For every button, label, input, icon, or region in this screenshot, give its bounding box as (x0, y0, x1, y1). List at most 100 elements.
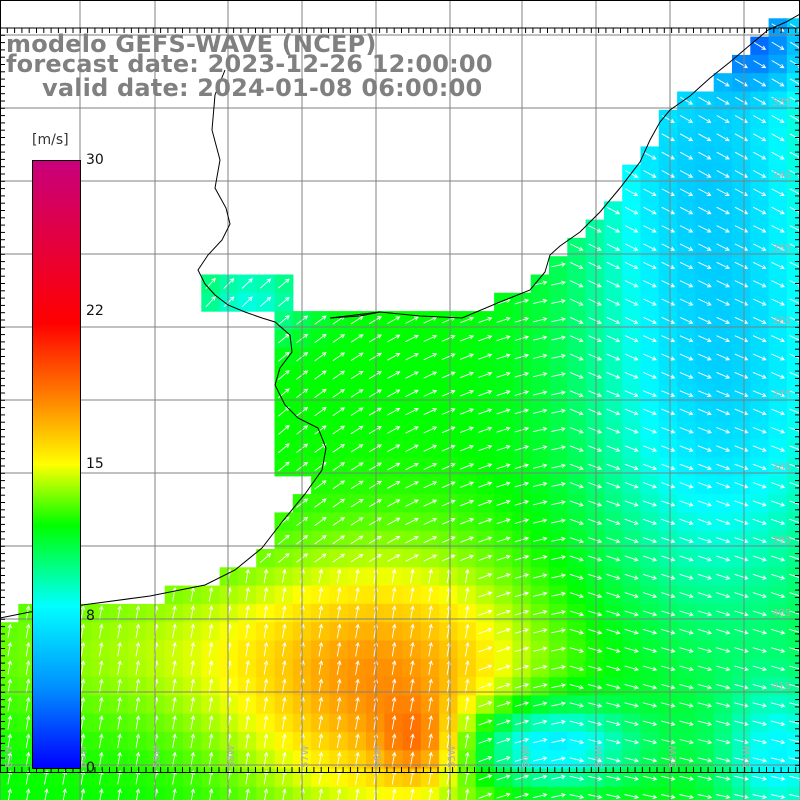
wind-arrow (569, 518, 584, 525)
wind-arrow (715, 794, 731, 800)
wind-arrow (428, 605, 433, 620)
wind-arrow (716, 78, 730, 87)
wind-arrow (551, 591, 566, 597)
wind-arrow (679, 537, 694, 544)
wind-cell (567, 786, 587, 800)
wind-arrow (314, 333, 327, 344)
latitude-label: 34S (772, 170, 791, 181)
wind-arrow (318, 733, 324, 749)
wind-arrow (624, 757, 640, 763)
wind-arrow (98, 623, 104, 639)
wind-arrow (496, 628, 511, 634)
wind-arrow (752, 298, 767, 306)
wind-arrow (752, 739, 768, 745)
wind-arrow (606, 518, 621, 525)
wind-arrow (478, 353, 493, 360)
wind-arrow (734, 445, 749, 452)
wind-arrow (697, 702, 713, 708)
wind-arrow (190, 641, 196, 657)
wind-arrow (551, 317, 566, 323)
wind-arrow (410, 678, 415, 694)
wind-arrow (405, 353, 419, 361)
wind-arrow (734, 115, 749, 123)
wind-arrow (569, 665, 585, 672)
wind-arrow (789, 665, 800, 672)
wind-arrow (172, 623, 177, 639)
wind-arrow (387, 517, 401, 526)
wind-arrow (588, 225, 602, 233)
wind-arrow (25, 605, 31, 620)
wind-arrow (410, 733, 415, 749)
wind-arrow (770, 647, 786, 653)
wind-arrow (259, 278, 272, 289)
wind-arrow (716, 243, 730, 251)
wind-arrows (7, 23, 800, 800)
wind-arrow (624, 683, 640, 690)
wind-arrow (771, 353, 786, 361)
wind-arrow (551, 756, 566, 762)
wind-arrow (624, 298, 639, 306)
wind-arrow (496, 426, 511, 433)
wind-arrow (355, 788, 360, 800)
wind-arrow (190, 696, 196, 712)
wind-cell (786, 420, 800, 440)
wind-arrow (532, 756, 548, 762)
wind-cell (786, 256, 800, 276)
wind-arrow (679, 573, 694, 580)
wind-arrow (716, 206, 730, 215)
wind-cell (786, 109, 800, 129)
wind-arrow (716, 353, 731, 361)
wind-arrow (770, 610, 786, 617)
wind-arrow (679, 592, 694, 599)
wind-arrow (428, 733, 433, 749)
wind-arrow (734, 628, 749, 635)
latitude-label: 35S (772, 243, 791, 254)
wind-arrow (459, 499, 475, 507)
wind-arrow (642, 775, 658, 781)
wind-arrow (643, 316, 657, 324)
wind-arrow (532, 683, 548, 689)
wind-arrow (391, 586, 397, 602)
wind-arrow (314, 425, 327, 435)
wind-arrow (441, 408, 456, 415)
wind-arrow (770, 702, 786, 708)
wind-arrow (551, 298, 566, 304)
wind-arrow (642, 683, 658, 690)
wind-arrow (734, 720, 749, 727)
wind-arrow (698, 206, 712, 215)
wind-arrow (606, 261, 621, 270)
wind-arrow (532, 774, 548, 780)
wind-arrow (551, 664, 566, 670)
wind-arrow (624, 739, 639, 745)
wind-arrow (569, 537, 584, 544)
wind-arrow (569, 739, 585, 745)
wind-arrow (336, 715, 342, 730)
longitude-label: 59W (152, 745, 163, 768)
wind-arrow (464, 678, 470, 694)
wind-arrow (263, 696, 269, 712)
wind-arrow (734, 206, 749, 215)
wind-arrow (478, 335, 493, 342)
wind-arrow (661, 739, 676, 745)
wind-arrow (172, 788, 177, 800)
wind-arrow (734, 757, 749, 763)
wind-arrow (770, 775, 786, 781)
wind-cell (768, 786, 788, 800)
wind-arrow (405, 426, 419, 434)
wind-arrow (569, 280, 584, 288)
wind-arrow (332, 553, 346, 563)
wind-arrow (606, 298, 621, 306)
wind-arrow (7, 788, 13, 800)
wind-arrow (606, 757, 621, 763)
wind-arrow (734, 592, 749, 599)
wind-arrow (478, 664, 493, 671)
wind-arrow (117, 678, 122, 694)
wind-arrow (588, 390, 603, 398)
wind-arrow (606, 408, 621, 416)
wind-arrow (117, 751, 122, 767)
wind-arrow (770, 739, 786, 745)
wind-arrow (789, 739, 800, 745)
wind-arrow (350, 425, 364, 435)
wind-arrow (588, 280, 602, 288)
wind-arrow (245, 660, 250, 675)
